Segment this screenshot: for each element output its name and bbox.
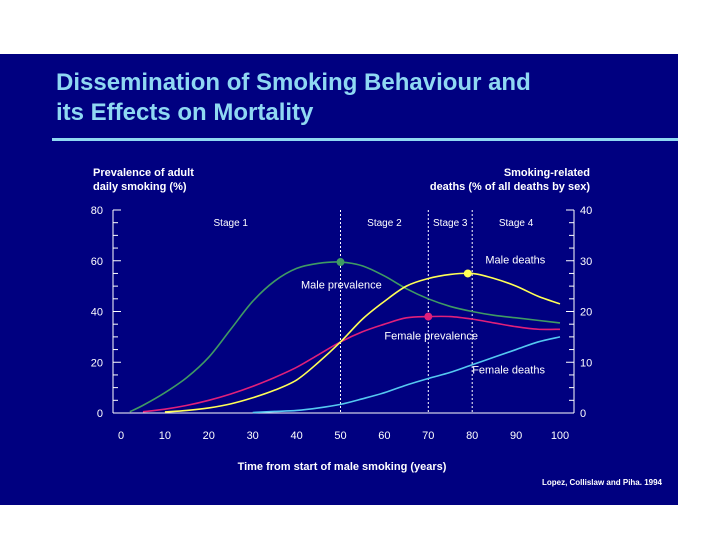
x-tick-label: 90 (510, 430, 522, 442)
male-prevalence-marker (336, 258, 345, 267)
axis-ticks: 0 20 40 60 80 0 10 20 30 40 0 10 20 30 40 50 60 70 80 90 100 (91, 205, 593, 442)
left-axis-title-line-2: daily smoking (%) (93, 181, 187, 193)
right-tick-label: 40 (580, 205, 592, 217)
stage-label: Stage 3 (433, 218, 468, 229)
series-markers: Male prevalence Female prevalence Male dea… (301, 254, 546, 376)
source-citation: Lopez, Collislaw and Piha. 1994 (542, 478, 663, 487)
x-tick-label: 20 (203, 430, 215, 442)
left-tick-label: 80 (91, 205, 103, 217)
right-tick-label: 20 (580, 307, 592, 319)
right-tick-label: 10 (580, 357, 592, 369)
right-axis-title-line-2: deaths (% of all deaths by sex) (430, 181, 590, 193)
slide-title: Dissemination of Smoking Behaviour and i… (56, 68, 656, 128)
x-tick-label: 0 (118, 430, 124, 442)
x-tick-label: 80 (466, 430, 478, 442)
x-axis-title: Time from start of male smoking (years) (238, 461, 447, 473)
smoking-chart: Stage 1 Stage 2 Stage 3 Stage 4 02040608001… (91, 167, 663, 487)
right-tick-label: 30 (580, 256, 592, 268)
left-tick-label: 60 (91, 256, 103, 268)
left-tick-label: 40 (91, 307, 103, 319)
slide-title-line-2: its Effects on Mortality (56, 99, 314, 126)
male-deaths-line (164, 272, 561, 413)
stage-label: Stage 1 (214, 218, 249, 229)
left-tick-label: 0 (97, 408, 103, 420)
male-deaths-marker (463, 269, 472, 278)
female-deaths-label: Female deaths (472, 364, 545, 376)
stage-label: Stage 2 (367, 218, 402, 229)
x-tick-label: 70 (422, 430, 434, 442)
x-tick-label: 100 (551, 430, 569, 442)
x-tick-label: 60 (378, 430, 390, 442)
left-tick-label: 20 (91, 357, 103, 369)
female-deaths-line (252, 336, 561, 414)
x-tick-label: 40 (290, 430, 302, 442)
male-deaths-label: Male deaths (485, 254, 545, 266)
slide-title-line-1: Dissemination of Smoking Behaviour and (56, 69, 531, 96)
right-tick-label: 0 (580, 408, 586, 420)
x-tick-label: 30 (247, 430, 259, 442)
left-axis-title-line-1: Prevalence of adult (93, 167, 194, 179)
title-underline (52, 138, 678, 141)
x-tick-label: 10 (159, 430, 171, 442)
right-axis-title-line-1: Smoking-related (504, 167, 590, 179)
female-prevalence-marker (424, 312, 433, 321)
slide-background: Dissemination of Smoking Behaviour and i… (0, 54, 678, 505)
chart-frame (112, 210, 575, 414)
x-tick-label: 50 (334, 430, 346, 442)
female-prevalence-label: Female prevalence (384, 330, 478, 342)
stage-label: Stage 4 (499, 218, 534, 229)
male-prevalence-label: Male prevalence (301, 280, 382, 292)
female-prevalence-line (142, 315, 561, 413)
